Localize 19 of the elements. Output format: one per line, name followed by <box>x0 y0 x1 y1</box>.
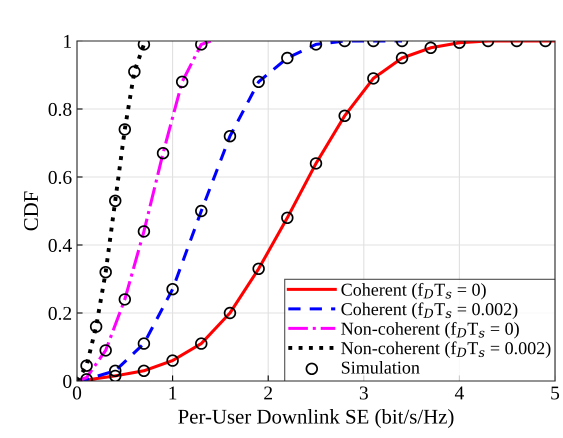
legend-label: Simulation <box>342 361 420 374</box>
x-tick-label: 3 <box>360 386 368 400</box>
legend-label: Non-coherent (f$_{D}$T$_{s}$ = 0.002) <box>341 341 550 358</box>
legend-label: Coherent (f$_{D}$T$_{s}$ = 0) <box>341 282 486 300</box>
x-axis-title: Per-User Downlink SE (bit/s/Hz) <box>178 409 454 428</box>
y-axis-title: CDF <box>24 191 38 230</box>
legend-label: Non-coherent (f$_{D}$T$_{s}$ = 0) <box>341 322 519 338</box>
y-tick-label: 0.2 <box>48 306 72 320</box>
y-tick-label: 0.8 <box>48 102 72 116</box>
x-tick-label: 0 <box>72 386 82 400</box>
legend-label: Coherent (f$_{D}$T$_{s}$ = 0.002) <box>341 302 518 319</box>
y-tick-label: 0.6 <box>48 170 72 184</box>
x-tick-label: 2 <box>264 386 272 400</box>
y-tick-label: 0 <box>63 374 72 388</box>
x-tick-label: 1 <box>169 386 176 400</box>
y-tick-label: 1 <box>64 34 71 48</box>
y-tick-label: 0.4 <box>48 238 72 252</box>
x-tick-label: 5 <box>551 386 560 400</box>
x-tick-label: 4 <box>454 386 464 400</box>
